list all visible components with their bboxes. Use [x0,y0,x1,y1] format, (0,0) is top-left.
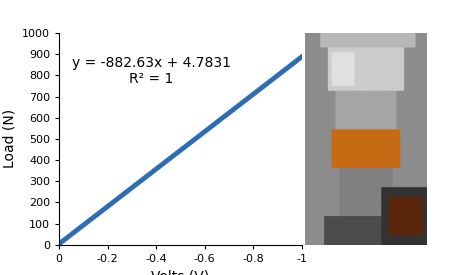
Y-axis label: Load (N): Load (N) [3,109,17,168]
X-axis label: Volts (V): Volts (V) [151,269,210,275]
Text: y = -882.63x + 4.7831
R² = 1: y = -882.63x + 4.7831 R² = 1 [72,56,231,86]
